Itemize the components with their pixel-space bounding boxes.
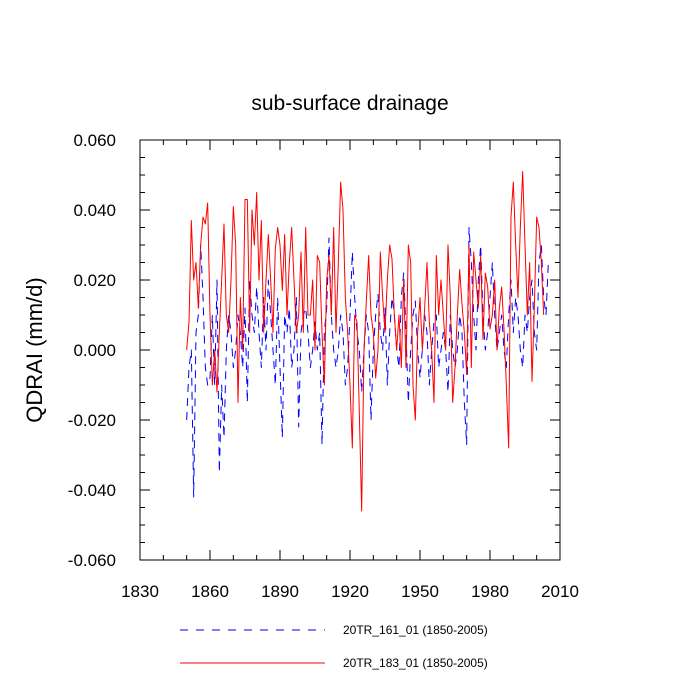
legend-label-1: 20TR_161_01 (1850-2005) bbox=[343, 623, 488, 637]
plot-area bbox=[186, 171, 549, 512]
y-tick-label: 0.040 bbox=[73, 201, 116, 220]
series-line-2 bbox=[186, 171, 545, 512]
chart-title: sub-surface drainage bbox=[251, 92, 448, 115]
x-tick-label: 1950 bbox=[401, 582, 439, 601]
axes-layer: 1830 1860 1890 1920 1950 1980 2010 -0.060 -0.040… bbox=[68, 131, 579, 601]
x-tick-label: 1860 bbox=[191, 582, 229, 601]
y-tick-label: -0.020 bbox=[68, 411, 116, 430]
legend-label-2: 20TR_183_01 (1850-2005) bbox=[343, 656, 488, 670]
y-tick-label: 0.060 bbox=[73, 131, 116, 150]
legend: 20TR_161_01 (1850-2005) 20TR_183_01 (1850… bbox=[180, 623, 488, 670]
y-axis-label: QDRAI (mm/d) bbox=[22, 277, 47, 422]
x-tick-label: 1920 bbox=[331, 582, 369, 601]
y-tick-label: -0.040 bbox=[68, 481, 116, 500]
x-tick-label: 1980 bbox=[471, 582, 509, 601]
y-tick-label: 0.020 bbox=[73, 271, 116, 290]
x-tick-label: 1890 bbox=[261, 582, 299, 601]
y-tick-label: 0.000 bbox=[73, 341, 116, 360]
y-tick-label: -0.060 bbox=[68, 551, 116, 570]
x-tick-label: 2010 bbox=[541, 582, 579, 601]
x-tick-label: 1830 bbox=[121, 582, 159, 601]
series-line-1 bbox=[186, 227, 549, 498]
